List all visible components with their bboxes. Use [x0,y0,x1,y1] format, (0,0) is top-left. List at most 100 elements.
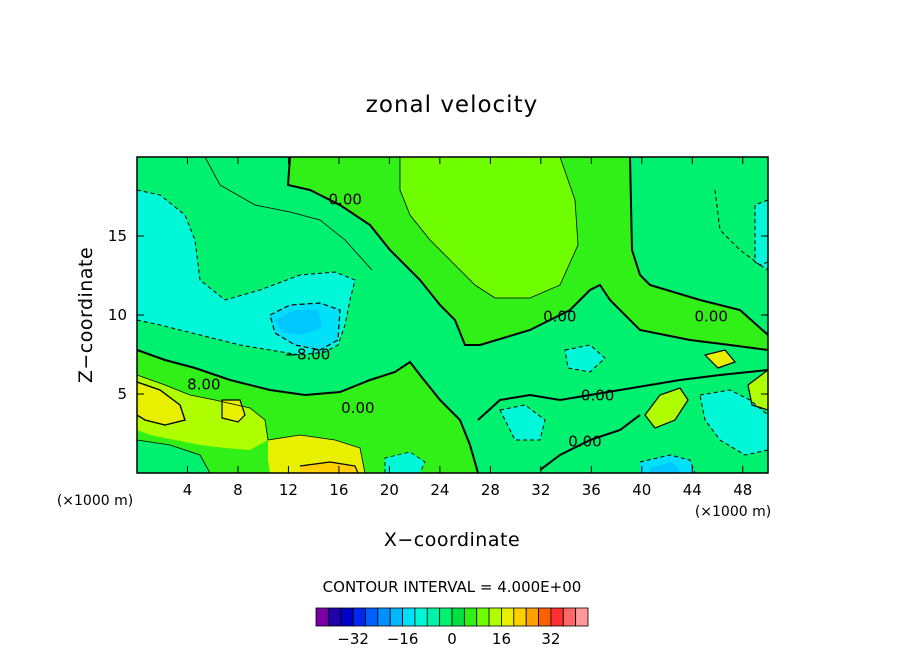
region-bottom-right-core [650,462,682,473]
y-tick-label: 10 [108,306,127,324]
region-bottom-center-patch [385,452,425,473]
colorbar-swatch [352,607,366,627]
region-top-center-max [400,157,578,298]
plot-area [137,157,768,473]
colorbar-swatch [538,607,552,627]
y-axis-label: Z−coordinate [75,247,97,383]
colorbar [315,607,589,627]
x-tick-label: 8 [233,481,243,499]
y-axis-ticks: 5 10 15 [108,227,768,403]
region-center-negative-patch-2 [565,345,605,372]
colorbar-swatch [340,607,354,627]
region-right-lower-positive [645,388,688,428]
contour-bottom-center-thin [384,451,426,473]
x-tick-label: 36 [582,481,601,499]
colorbar-swatch [463,607,478,627]
contour-label: −8.00 [284,346,330,364]
region-right-edge-positive [748,370,768,410]
colorbar-swatch [575,607,589,627]
x-tick-label: 24 [430,481,449,499]
x-tick-label: 12 [279,481,298,499]
y-tick-label: 5 [117,385,127,403]
colorbar-swatch [315,607,329,627]
colorbar-swatch [525,607,539,627]
contour-label: 0.00 [581,387,614,405]
x-tick-label: 28 [481,481,500,499]
contour-neg-center-patch [499,404,546,441]
contour-zero-lower [137,349,479,473]
contour-labels: 0.00 0.00 0.00 0.00 0.00 0.00 −8.00 8.00 [187,191,728,451]
colorbar-swatch [426,607,441,627]
colorbar-swatch [451,607,465,627]
region-center-negative-patch [500,405,545,440]
colorbar-swatch [476,607,490,627]
colorbar-swatch [414,607,428,627]
region-left-core-min [275,310,322,335]
contour-lines [137,157,768,473]
region-right-lower-yellow [705,350,735,368]
x-units-right: (×1000 m) [695,504,771,520]
contour-neg4-right-edge [754,199,768,271]
contour-zero-center-lower [477,369,768,421]
colorbar-tick-label: 32 [541,630,560,648]
colorbar-tick-label: −16 [387,630,419,648]
region-right-negative [700,390,768,455]
contour-label: 0.00 [341,399,374,417]
x-tick-label: 40 [632,481,651,499]
x-tick-label: 4 [183,481,193,499]
colorbar-swatch [439,607,453,627]
contour-pos8 [137,381,186,426]
region-bottom-left-mixed [137,440,210,473]
contour-bottom-left-thin [137,439,211,473]
region-lower-left-yellow [137,382,185,425]
contour-label: 0.00 [695,308,728,326]
contour-pos-right-yellow [703,349,737,369]
colorbar-swatch [513,607,527,627]
contour-pos-right-edge [747,369,768,411]
colorbar-swatch [389,607,403,627]
x-axis-ticks: 4 8 12 16 20 24 28 32 36 40 44 48 [183,157,752,499]
x-tick-label: 44 [683,481,702,499]
contour-pos-upper-thin [399,157,579,299]
colorbar-swatch [501,607,515,627]
colorbar-swatch [488,607,502,627]
y-tick-label: 15 [108,227,127,245]
contour-pos-lower-thin [137,374,366,473]
contour-neg8-core [269,302,341,351]
colorbar-swatch [377,607,391,627]
contour-pos-upper-left-thin [204,157,373,271]
x-tick-label: 16 [329,481,348,499]
contour-neg4-left-band [137,319,326,356]
colorbar-tick-labels: −32 −16 0 16 32 [337,630,560,648]
x-tick-label: 48 [733,481,752,499]
colorbar-tick-label: 16 [492,630,511,648]
contour-label: 8.00 [187,376,220,394]
x-axis-label: X−coordinate [384,529,520,551]
contour-pos-bottom [299,461,359,473]
colorbar-swatch [550,607,564,627]
x-tick-label: 20 [380,481,399,499]
colorbar-swatch [562,607,577,627]
contour-neg4-upper-left [137,189,356,353]
contour-label: 0.00 [543,308,576,326]
contour-zero-right-vertical [629,157,768,336]
x-tick-label: 32 [531,481,550,499]
colorbar-swatch [327,607,342,627]
contour-interval-text: CONTOUR INTERVAL = 4.000E+00 [323,578,582,596]
region-lower-band-strong [137,375,268,450]
colorbar-swatch [365,607,379,627]
contour-zero-bottom-center [539,414,641,471]
x-units-left: (×1000 m) [57,493,133,509]
colorbar-swatch [402,607,416,627]
contour-pos-right-lower [644,387,689,429]
contour-label: 0.00 [568,432,601,450]
colorbar-tick-label: 0 [447,630,457,648]
region-right-edge-negative [755,200,768,270]
contour-label: 0.00 [329,191,362,209]
contour-neg-center-patch-2 [564,344,606,373]
colorbar-tick-label: −32 [337,630,369,648]
chart-title: zonal velocity [366,92,538,118]
contour-pos8-patch [221,399,246,423]
contour-zero-upper [286,157,768,351]
